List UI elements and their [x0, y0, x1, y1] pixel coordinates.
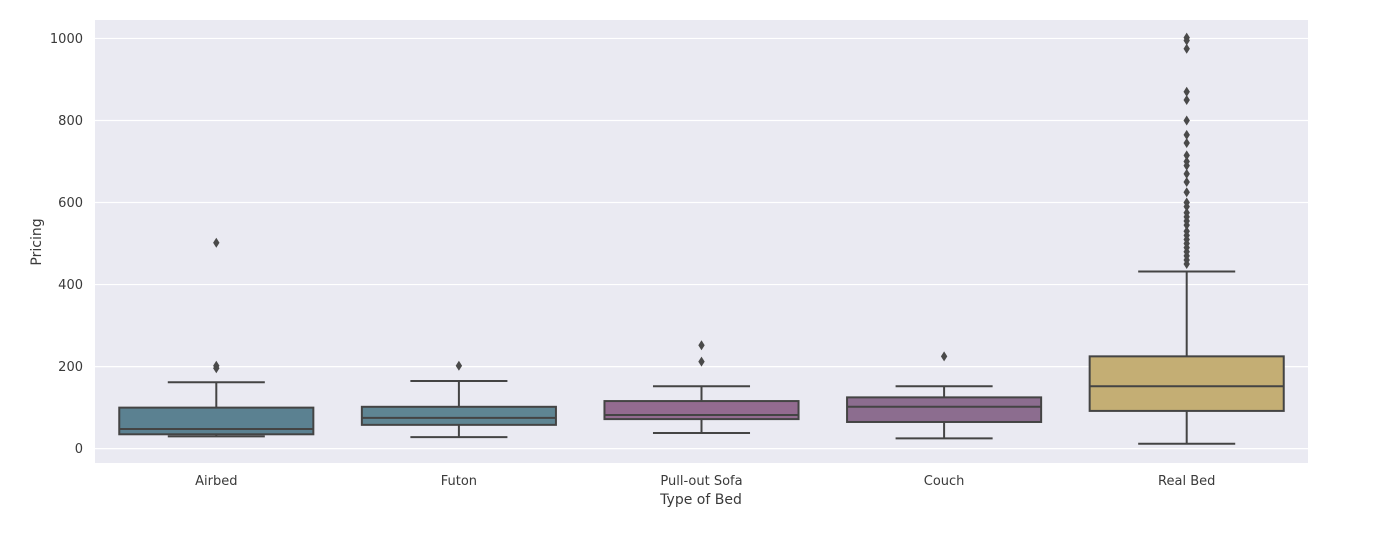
x-tick-label-futon: Futon [441, 474, 477, 489]
x-tick-label-pull-out-sofa: Pull-out Sofa [660, 474, 742, 489]
outlier-airbed-2 [213, 237, 220, 248]
outlier-couch-0 [940, 351, 948, 362]
outlier-real-bed-12 [1183, 207, 1190, 218]
box-pull-out-sofa [603, 400, 800, 421]
outlier-pull-out-sofa-0 [698, 356, 705, 367]
outlier-real-bed-20 [1183, 150, 1190, 161]
outlier-real-bed-8 [1183, 226, 1190, 237]
outlier-real-bed-16 [1183, 177, 1190, 188]
outlier-real-bed-26 [1183, 43, 1190, 54]
y-tick-labels: 0 200 400 600 800 1000 [50, 32, 83, 457]
outlier-real-bed-28 [1183, 32, 1190, 43]
box-group-couch [846, 351, 1043, 440]
outlier-real-bed-17 [1183, 168, 1190, 179]
outlier-pull-out-sofa-1 [698, 340, 705, 351]
outlier-real-bed-25 [1183, 86, 1190, 97]
y-tick-label-0: 0 [75, 442, 83, 457]
outlier-airbed-1 [213, 360, 220, 371]
y-tick-label-1000: 1000 [50, 32, 83, 47]
box-real-bed [1088, 355, 1285, 412]
outlier-real-bed-23 [1183, 115, 1190, 126]
outlier-real-bed-24 [1183, 94, 1190, 105]
y-tick-label-600: 600 [58, 196, 83, 211]
outlier-real-bed-22 [1183, 129, 1190, 140]
outlier-real-bed-14 [1183, 197, 1190, 208]
y-tick-label-400: 400 [58, 278, 83, 293]
box-futon [360, 405, 557, 426]
y-tick-label-800: 800 [58, 114, 83, 129]
x-tick-label-couch: Couch [924, 474, 965, 489]
x-tick-labels: Airbed Futon Pull-out Sofa Couch Real Bed [195, 474, 1215, 489]
box-group-airbed [118, 237, 315, 438]
x-tick-label-airbed: Airbed [195, 474, 237, 489]
outlier-futon-0 [455, 360, 463, 371]
y-tick-label-200: 200 [58, 360, 83, 375]
x-axis-label: Type of Bed [659, 492, 742, 508]
outlier-real-bed-21 [1183, 138, 1190, 149]
box-couch [846, 396, 1043, 423]
box-airbed [118, 406, 315, 436]
box-group-futon [360, 360, 557, 439]
x-tick-label-real-bed: Real Bed [1158, 474, 1215, 489]
outlier-real-bed-19 [1183, 156, 1190, 167]
boxes [118, 32, 1285, 445]
box-group-pull-out-sofa [603, 340, 800, 435]
box-group-real-bed [1088, 32, 1285, 445]
y-axis-label: Pricing [29, 218, 45, 265]
outlier-real-bed-15 [1183, 187, 1190, 198]
